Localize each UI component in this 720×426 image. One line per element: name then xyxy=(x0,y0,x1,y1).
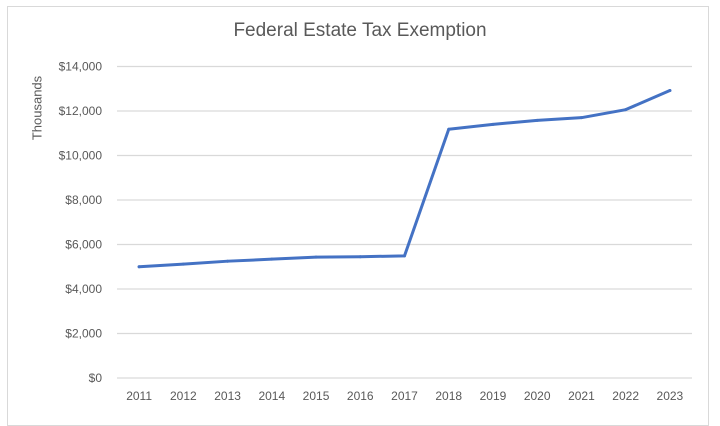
data-point xyxy=(226,259,230,263)
data-point xyxy=(447,127,451,131)
data-point xyxy=(137,265,141,269)
data-point xyxy=(624,108,628,112)
data-point xyxy=(579,116,583,120)
data-point xyxy=(314,255,318,259)
chart-title: Federal Estate Tax Exemption xyxy=(233,20,487,41)
x-tick-label: 2021 xyxy=(568,389,595,403)
y-tick-label: $6,000 xyxy=(65,238,102,252)
x-tick-label: 2012 xyxy=(170,389,197,403)
line-chart: $0 $2,000 $4,000 $6,000 $8,000 $10,000 $12,000… xyxy=(59,60,692,403)
data-point xyxy=(270,257,274,261)
x-tick-label: 2022 xyxy=(612,389,639,403)
y-tick-label: $8,000 xyxy=(65,193,102,207)
x-tick-label: 2015 xyxy=(303,389,330,403)
x-tick-label: 2013 xyxy=(214,389,241,403)
x-tick-label: 2018 xyxy=(435,389,462,403)
y-tick-label: $2,000 xyxy=(65,327,102,341)
y-tick-label: $14,000 xyxy=(59,60,103,74)
data-point xyxy=(491,122,495,126)
data-point xyxy=(358,255,362,259)
x-tick-label: 2019 xyxy=(480,389,507,403)
x-tick-label: 2023 xyxy=(657,389,684,403)
y-tick-label: $12,000 xyxy=(59,104,103,118)
data-point xyxy=(668,89,672,93)
data-point xyxy=(535,118,539,122)
x-tick-label: 2017 xyxy=(391,389,418,403)
x-tick-label: 2020 xyxy=(524,389,551,403)
y-tick-label: $10,000 xyxy=(59,149,103,163)
data-point xyxy=(403,254,406,258)
x-tick-label: 2014 xyxy=(258,389,285,403)
series-line xyxy=(137,89,672,269)
y-tick-label: $4,000 xyxy=(65,282,102,296)
y-tick-label: $0 xyxy=(89,371,103,385)
x-tick-label: 2016 xyxy=(347,389,374,403)
x-tick-label: 2011 xyxy=(126,389,152,403)
data-point xyxy=(181,262,185,266)
